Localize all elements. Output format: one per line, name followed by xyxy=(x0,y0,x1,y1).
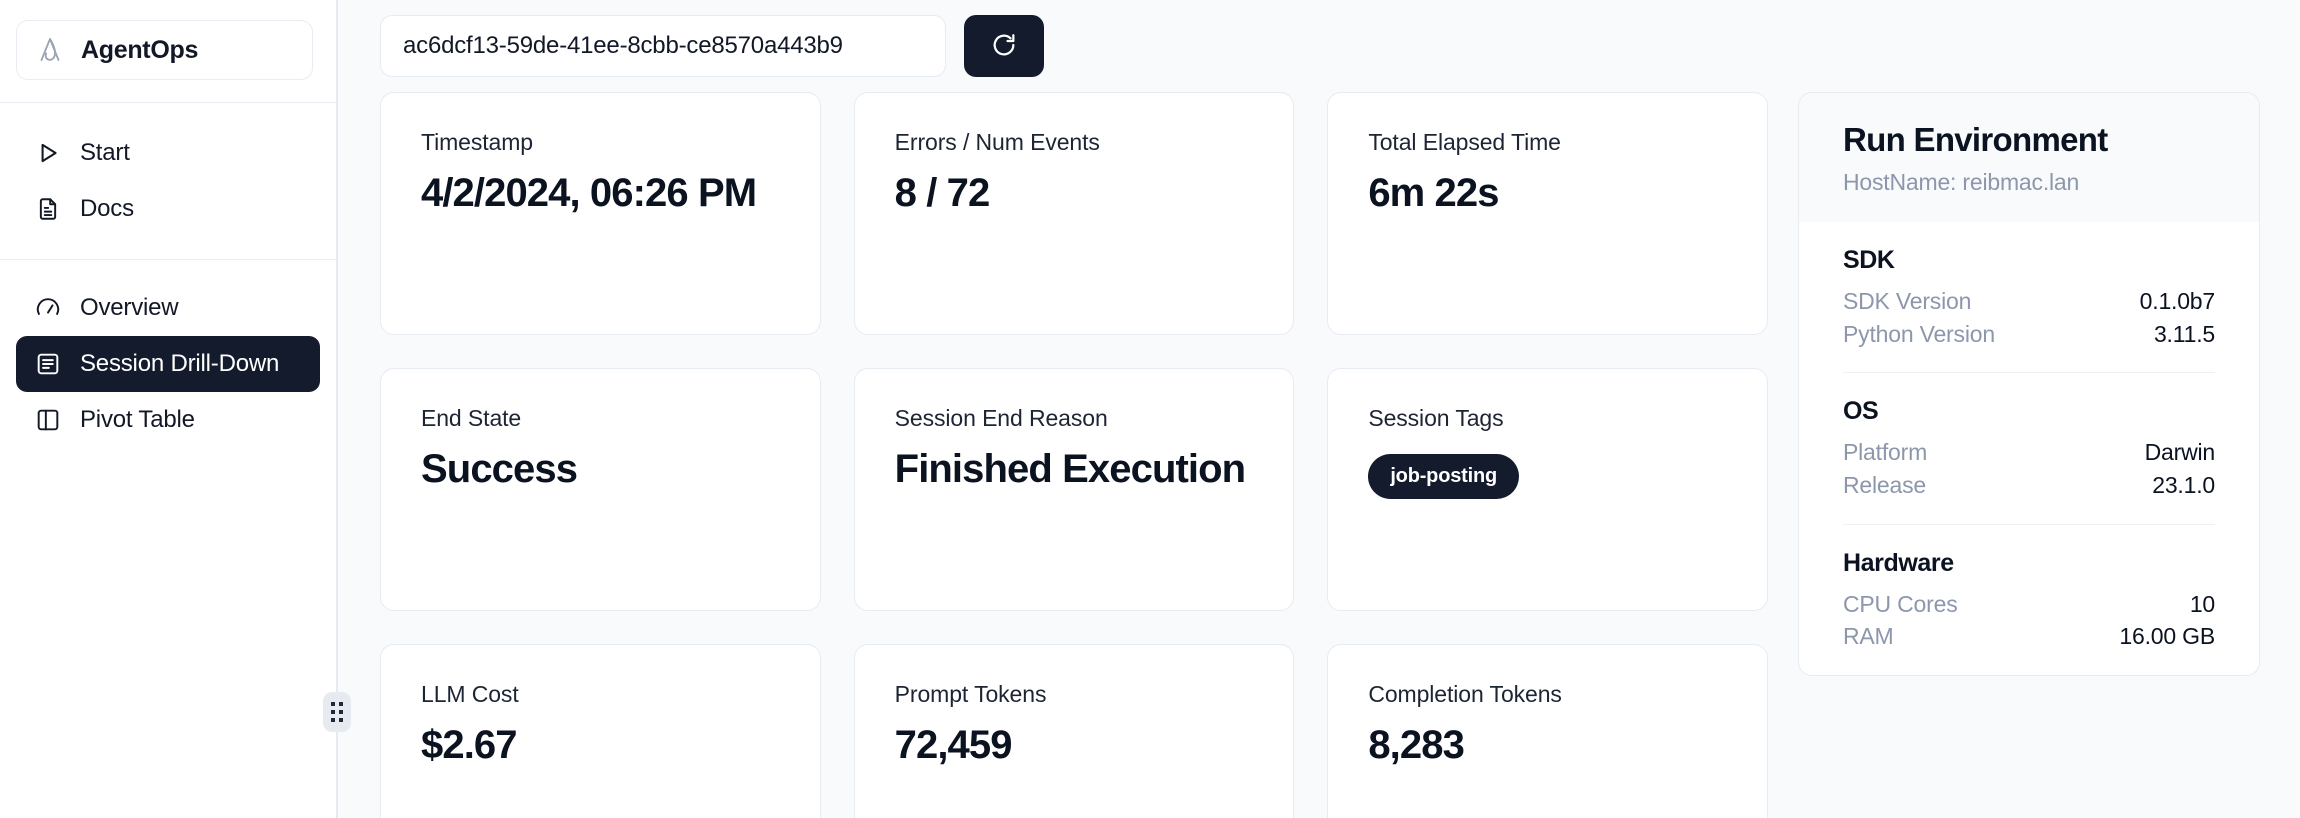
drag-handle-dots-icon xyxy=(331,702,343,722)
stat-value: 8,283 xyxy=(1368,723,1465,767)
env-row: SDK Version 0.1.0b7 xyxy=(1843,285,2215,318)
env-value: 10 xyxy=(2189,590,2215,617)
env-row: Release 23.1.0 xyxy=(1843,469,2215,502)
sidebar-item-label: Docs xyxy=(80,195,134,222)
run-environment-panel: Run Environment HostName: reibmac.lan SD… xyxy=(1798,92,2260,676)
sidebar-item-pivot-table[interactable]: Pivot Table xyxy=(16,392,320,448)
hostname-text: HostName: reibmac.lan xyxy=(1843,169,2080,195)
sidebar-item-label: Overview xyxy=(80,294,179,321)
env-key: CPU Cores xyxy=(1843,590,1958,617)
sidebar-item-overview[interactable]: Overview xyxy=(16,280,320,336)
stat-label: Errors / Num Events xyxy=(894,129,1100,155)
brand-logo-button[interactable]: AgentOps xyxy=(16,20,313,80)
sidebar-resize-handle[interactable] xyxy=(323,692,351,732)
stat-label: LLM Cost xyxy=(421,681,519,707)
stat-cards-grid: Timestamp 4/2/2024, 06:26 PM Errors / Nu… xyxy=(380,92,1768,818)
stat-label: Prompt Tokens xyxy=(894,681,1047,707)
stat-value: 4/2/2024, 06:26 PM xyxy=(421,171,757,215)
sidebar-item-start[interactable]: Start xyxy=(16,125,320,181)
stat-card-timestamp: Timestamp 4/2/2024, 06:26 PM xyxy=(380,92,821,335)
env-value: 0.1.0b7 xyxy=(2139,288,2216,314)
env-section-sdk: SDK SDK Version 0.1.0b7 Python Version 3… xyxy=(1843,222,2215,372)
status-badge[interactable]: job-posting xyxy=(1368,454,1519,499)
stat-cards-column: Timestamp 4/2/2024, 06:26 PM Errors / Nu… xyxy=(380,92,1768,818)
refresh-icon xyxy=(990,31,1018,62)
stat-label: Total Elapsed Time xyxy=(1368,129,1561,155)
sidebar-item-label: Start xyxy=(80,139,130,166)
main-content: Timestamp 4/2/2024, 06:26 PM Errors / Nu… xyxy=(338,0,2300,818)
refresh-button[interactable] xyxy=(964,15,1044,77)
play-triangle-icon xyxy=(34,139,62,167)
brand-name: AgentOps xyxy=(81,35,199,64)
env-row: CPU Cores 10 xyxy=(1843,588,2215,621)
page-title: Run Environment xyxy=(1843,121,2108,158)
sidebar-item-session-drill-down[interactable]: Session Drill-Down xyxy=(16,336,320,392)
env-key: Release xyxy=(1843,471,1926,498)
paperclip-a-logo-icon xyxy=(35,35,65,65)
gauge-icon xyxy=(34,294,62,322)
env-section-os: OS Platform Darwin Release 23.1.0 xyxy=(1843,372,2215,523)
stat-card-total-elapsed-time: Total Elapsed Time 6m 22s xyxy=(1327,92,1768,335)
env-value: 16.00 GB xyxy=(2119,623,2215,650)
columns-panel-icon xyxy=(34,406,62,434)
stat-label: Session End Reason xyxy=(894,405,1108,431)
stat-card-session-tags: Session Tags job-posting xyxy=(1327,368,1768,611)
stat-card-errors-num-events: Errors / Num Events 8 / 72 xyxy=(853,92,1295,335)
env-key: SDK Version xyxy=(1843,288,1972,314)
stat-card-prompt-tokens: Prompt Tokens 72,459 xyxy=(853,644,1295,818)
stat-card-session-end-reason: Session End Reason Finished Execution xyxy=(853,368,1295,611)
sidebar-item-docs[interactable]: Docs xyxy=(16,181,320,237)
run-environment-body: SDK SDK Version 0.1.0b7 Python Version 3… xyxy=(1799,222,2259,675)
stat-label: Timestamp xyxy=(421,129,533,155)
env-row: Python Version 3.11.5 xyxy=(1843,318,2215,351)
sidebar-nav-secondary: Overview Session Drill-Down Pivot Table xyxy=(0,260,336,448)
sidebar: AgentOps Start Docs xyxy=(0,0,351,818)
stat-value: $2.67 xyxy=(421,723,518,767)
sidebar-item-label: Pivot Table xyxy=(80,406,195,433)
stat-value: Finished Execution xyxy=(894,447,1246,491)
sidebar-item-label: Session Drill-Down xyxy=(80,350,280,377)
content-area: Timestamp 4/2/2024, 06:26 PM Errors / Nu… xyxy=(338,92,2300,818)
env-key: Python Version xyxy=(1843,320,1995,347)
stat-label: Completion Tokens xyxy=(1368,681,1562,707)
stat-label: Session Tags xyxy=(1368,405,1504,431)
env-value: Darwin xyxy=(2144,439,2216,466)
stat-card-completion-tokens: Completion Tokens 8,283 xyxy=(1327,644,1768,818)
run-environment-header: Run Environment HostName: reibmac.lan xyxy=(1799,93,2259,222)
env-key: RAM xyxy=(1843,623,1894,650)
brand-wrapper: AgentOps xyxy=(0,0,336,80)
sidebar-divider-top xyxy=(0,102,336,103)
stat-value: 72,459 xyxy=(894,723,1013,767)
env-row: Platform Darwin xyxy=(1843,436,2215,469)
stat-value: 8 / 72 xyxy=(894,171,991,215)
stat-label: End State xyxy=(421,405,522,431)
stat-card-end-state: End State Success xyxy=(380,368,821,611)
env-value: 23.1.0 xyxy=(2152,471,2215,498)
env-key: Platform xyxy=(1843,439,1928,466)
session-id-input[interactable] xyxy=(380,15,946,77)
env-row: RAM 16.00 GB xyxy=(1843,620,2215,653)
topbar xyxy=(338,0,2300,92)
env-value: 3.11.5 xyxy=(2153,320,2215,347)
sidebar-nav-primary: Start Docs xyxy=(0,103,336,237)
env-section-title: OS xyxy=(1843,397,1879,426)
stat-value: Success xyxy=(421,447,578,491)
stat-card-llm-cost: LLM Cost $2.67 xyxy=(380,644,821,818)
list-panel-icon xyxy=(34,350,62,378)
document-icon xyxy=(34,195,62,223)
env-section-hardware: Hardware CPU Cores 10 RAM 16.00 GB xyxy=(1843,523,2215,675)
sidebar-divider-bottom xyxy=(0,259,336,260)
stat-value: 6m 22s xyxy=(1368,171,1499,215)
env-section-title: Hardware xyxy=(1843,548,1954,577)
env-section-title: SDK xyxy=(1843,246,1895,274)
